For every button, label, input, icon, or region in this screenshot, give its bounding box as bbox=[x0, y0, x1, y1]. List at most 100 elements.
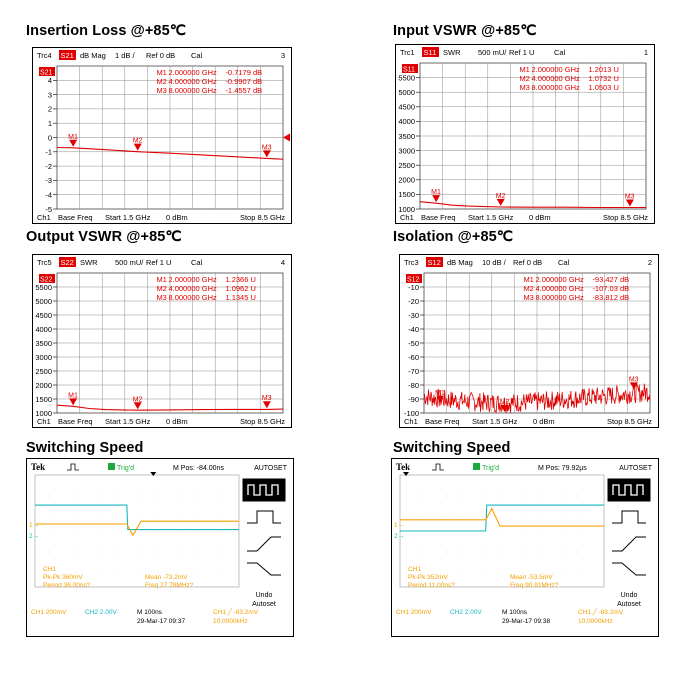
grid-dot bbox=[481, 502, 482, 504]
switching-speed-scope-1: Tek Trig'd M Pos: -84.00ns AUTOSET 1→ 2→ CH1 Pk… bbox=[26, 458, 294, 637]
marker-table-value: -93.427 dB bbox=[592, 275, 629, 284]
grid-dot bbox=[218, 530, 219, 532]
marker-table-value: 1.2366 U bbox=[225, 275, 255, 284]
marker-table-value: -0.7179 dB bbox=[225, 68, 262, 77]
multi-cycle-icon bbox=[612, 484, 644, 496]
trigger-frequency: 10.0000kHz bbox=[578, 618, 613, 625]
marker-table-freq: 4.000000 GHz bbox=[168, 284, 217, 293]
ch1-scale: CH1 200mV bbox=[396, 609, 432, 616]
active-param-box bbox=[59, 50, 76, 60]
y-tick-label: 3500 bbox=[398, 132, 415, 141]
autoset-multi-cycle-button[interactable] bbox=[607, 478, 651, 502]
grid-dot bbox=[177, 488, 179, 490]
insertion-loss-chart: Trc4 S21 dB Mag 1 dB / Ref 0 dB Cal 3 4 3 2 1 0 -1 -2… bbox=[32, 47, 292, 224]
scope-brand: Tek bbox=[396, 462, 410, 472]
marker-table-freq: 8.000000 GHz bbox=[531, 83, 580, 92]
undo-autoset-button[interactable]: Undo bbox=[256, 592, 273, 599]
footer-base: Base Freq bbox=[58, 213, 93, 222]
trace-line bbox=[419, 201, 646, 209]
grid-dot bbox=[481, 488, 482, 490]
rising-edge-icon[interactable] bbox=[247, 536, 281, 552]
marker-triangle bbox=[69, 398, 78, 406]
marker-table-freq: 2.000000 GHz bbox=[531, 65, 580, 74]
footer-power: 0 dBm bbox=[166, 213, 188, 222]
y-tick-label: 5000 bbox=[398, 88, 415, 97]
param-label: S12 bbox=[428, 258, 441, 267]
y-tick-label: 5500 bbox=[398, 73, 415, 82]
rising-edge-icon[interactable] bbox=[612, 536, 646, 552]
ch2-scale: CH2 2.00V bbox=[85, 609, 117, 616]
falling-edge-icon[interactable] bbox=[247, 562, 281, 576]
trace-param-label: S21 bbox=[40, 70, 53, 77]
grid-dot bbox=[460, 516, 462, 518]
undo-autoset-button[interactable]: Undo bbox=[621, 592, 638, 599]
grid-dot bbox=[177, 516, 179, 518]
grid-dot bbox=[55, 558, 56, 560]
footer-power: 0 dBm bbox=[533, 417, 555, 426]
single-cycle-icon[interactable] bbox=[612, 510, 646, 524]
grid-dot bbox=[95, 544, 97, 546]
y-tick-label: -70 bbox=[408, 367, 419, 376]
marker-point-label: M2 bbox=[133, 396, 143, 403]
grid-dot bbox=[420, 502, 421, 504]
scale-label: 10 dB / bbox=[482, 258, 507, 267]
footer-channel: Ch1 bbox=[37, 213, 51, 222]
switching-speed-scope-2: Tek Trig'd M Pos: 79.92μs AUTOSET 1→ 2→ CH1 Pk-… bbox=[391, 458, 659, 637]
trig-status-icon bbox=[473, 463, 480, 470]
grid-dot bbox=[157, 558, 158, 560]
y-tick-label: -80 bbox=[408, 381, 419, 390]
single-cycle-icon[interactable] bbox=[247, 510, 281, 524]
meas-pkpk: Pk-Pk 352mV bbox=[408, 574, 448, 581]
y-tick-label: 4500 bbox=[398, 103, 415, 112]
y-tick-label: 4000 bbox=[35, 325, 52, 334]
grid-dot bbox=[197, 558, 199, 560]
grid-dot bbox=[522, 544, 523, 546]
autoset-multi-cycle-button[interactable] bbox=[242, 478, 286, 502]
grid-dot bbox=[583, 488, 584, 490]
trig-status: Trig'd bbox=[117, 465, 134, 472]
marker-table-label: M3 bbox=[156, 86, 166, 95]
grid-dot bbox=[55, 530, 56, 532]
marker-triangle bbox=[133, 143, 142, 151]
grid-dot bbox=[522, 516, 523, 518]
grid-dot bbox=[522, 502, 523, 504]
grid-dot bbox=[95, 502, 97, 504]
falling-edge-icon[interactable] bbox=[612, 562, 646, 576]
trace-param-box bbox=[39, 274, 55, 283]
undo-autoset-label[interactable]: Autoset bbox=[617, 601, 641, 608]
trace-id: Trc4 bbox=[37, 51, 52, 60]
y-tick-label: 2000 bbox=[398, 176, 415, 185]
grid-dot bbox=[501, 488, 503, 490]
mpos-readout: M Pos: 79.92μs bbox=[538, 465, 587, 472]
y-tick-label: -4 bbox=[45, 191, 52, 200]
ch2-level-marker: 2→ bbox=[29, 533, 39, 540]
y-tick-label: -90 bbox=[408, 395, 419, 404]
meas-freq: Freq 27.78MHz? bbox=[145, 582, 194, 589]
grid-dot bbox=[157, 516, 158, 518]
grid-dot bbox=[460, 572, 462, 574]
marker-table-label: M1 bbox=[156, 275, 166, 284]
format-label: SWR bbox=[80, 258, 98, 267]
trace-param-label: S12 bbox=[407, 277, 420, 284]
grid-dot bbox=[460, 488, 462, 490]
marker-triangle bbox=[262, 150, 271, 158]
marker-table-label: M1 bbox=[519, 65, 529, 74]
ch2-level-marker: 2→ bbox=[394, 533, 404, 540]
format-label: dB Mag bbox=[80, 51, 106, 60]
grid-dot bbox=[501, 502, 503, 504]
grid-dot bbox=[75, 488, 77, 490]
grid-dot bbox=[157, 502, 158, 504]
grid-dot bbox=[501, 572, 503, 574]
marker-point-label: M2 bbox=[496, 193, 506, 200]
footer-base: Base Freq bbox=[421, 213, 456, 222]
grid-dot bbox=[460, 558, 462, 560]
ref-level-arrow bbox=[283, 133, 290, 142]
meas-freq: Freq 90.91MHz? bbox=[510, 582, 559, 589]
cal-label: Cal bbox=[191, 258, 203, 267]
grid-dot bbox=[136, 558, 138, 560]
undo-autoset-label[interactable]: Autoset bbox=[252, 601, 276, 608]
trace-id: Trc5 bbox=[37, 258, 52, 267]
channel-number: 3 bbox=[281, 51, 285, 60]
grid-dot bbox=[460, 502, 462, 504]
grid-dot bbox=[440, 502, 442, 504]
